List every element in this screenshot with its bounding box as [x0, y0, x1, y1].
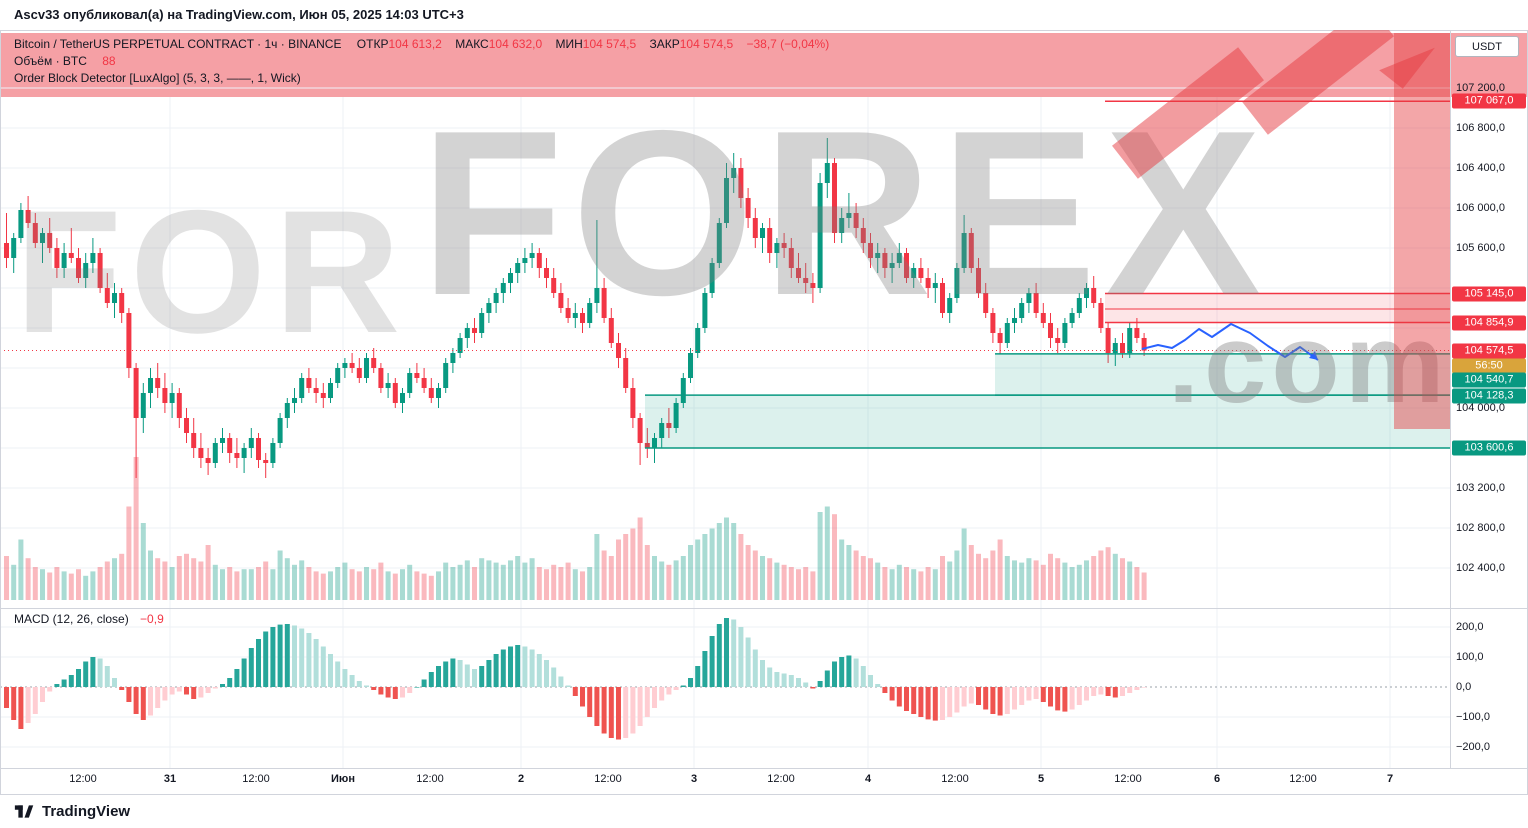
- ohlc-open-value: 104 613,2: [388, 37, 442, 51]
- time-tick: 12:00: [767, 773, 795, 785]
- time-tick: Июн: [331, 773, 355, 785]
- macd-tick: −200,0: [1456, 741, 1490, 753]
- price-tick: 106 400,0: [1456, 162, 1505, 174]
- price-tick: 102 800,0: [1456, 522, 1505, 534]
- ohlc-low-value: 104 574,5: [582, 37, 637, 51]
- ohlc-open-label: ОТКР: [356, 37, 389, 51]
- order-block-zones: [0, 100, 1450, 449]
- time-tick: 2: [517, 773, 525, 785]
- price-tick: 103 200,0: [1456, 482, 1505, 494]
- publish-bar: Ascv33 опубликовал(а) на TradingView.com…: [0, 0, 1528, 30]
- change-value: −38,7 (−0,04%): [746, 37, 830, 51]
- symbol-legend-row: Bitcoin / TetherUS PERPETUAL CONTRACT · …: [14, 36, 829, 53]
- footer-bar: TradingView: [0, 795, 1528, 828]
- macd-tick: 0,0: [1456, 681, 1472, 693]
- time-tick: 3: [690, 773, 698, 785]
- ohlc-low-label: МИН: [555, 37, 583, 51]
- macd-tick: −100,0: [1456, 711, 1490, 723]
- symbol-title[interactable]: Bitcoin / TetherUS PERPETUAL CONTRACT · …: [14, 37, 342, 51]
- supply-top-badge: 105 145,0: [1452, 286, 1526, 302]
- time-tick: 6: [1213, 773, 1221, 785]
- volume-title[interactable]: Объём · BTC: [14, 54, 87, 68]
- price-tick: 105 600,0: [1456, 242, 1505, 254]
- macd-histogram: [4, 618, 1147, 740]
- time-tick: 12:00: [941, 773, 969, 785]
- supply-bottom-badge: 104 854,9: [1452, 315, 1526, 331]
- currency-button[interactable]: USDT: [1455, 36, 1519, 57]
- demand-mid-badge: 104 128,3: [1452, 388, 1526, 404]
- tradingview-brand[interactable]: TradingView: [42, 803, 131, 820]
- time-tick: 4: [864, 773, 872, 785]
- time-tick: 12:00: [1114, 773, 1142, 785]
- chart-legend: Bitcoin / TetherUS PERPETUAL CONTRACT · …: [14, 36, 829, 87]
- ohlc-high-label: МАКС: [455, 37, 489, 51]
- volume-legend-row: Объём · BTC 88: [14, 53, 829, 70]
- ohlc-close-label: ЗАКР: [649, 37, 680, 51]
- publish-text: Ascv33 опубликовал(а) на TradingView.com…: [14, 7, 464, 22]
- macd-tick: 100,0: [1456, 651, 1484, 663]
- time-tick: 12:00: [416, 773, 444, 785]
- volume-bars: [4, 457, 1147, 600]
- volume-value: 88: [102, 54, 116, 68]
- tradingview-logo-icon[interactable]: [14, 801, 35, 822]
- demand-bottom-badge: 103 600,6: [1452, 440, 1526, 456]
- macd-tick: 200,0: [1456, 621, 1484, 633]
- ohlc-high-value: 104 632,0: [488, 37, 543, 51]
- time-tick: 5: [1037, 773, 1045, 785]
- time-tick: 7: [1386, 773, 1394, 785]
- price-tick: 106 800,0: [1456, 122, 1505, 134]
- projection-line: [1141, 323, 1319, 361]
- macd-title[interactable]: MACD (12, 26, close): [14, 612, 129, 626]
- indicator-legend-row: Order Block Detector [LuxAlgo] (5, 3, 3,…: [14, 70, 829, 87]
- last-price-badge: 104 574,5: [1452, 343, 1526, 359]
- macd-value: −0,9: [140, 612, 164, 626]
- time-tick: 31: [163, 773, 177, 785]
- time-tick: 12:00: [69, 773, 97, 785]
- indicator-title[interactable]: Order Block Detector [LuxAlgo] (5, 3, 3,…: [14, 71, 301, 85]
- countdown-badge: 56:50: [1452, 358, 1526, 374]
- time-tick: 12:00: [1289, 773, 1317, 785]
- price-tick: 102 400,0: [1456, 562, 1505, 574]
- pane-borders: [0, 30, 1528, 795]
- time-tick: 12:00: [242, 773, 270, 785]
- level-badge-107067: 107 067,0: [1452, 93, 1526, 109]
- demand-top-badge: 104 540,7: [1452, 372, 1526, 388]
- candles: [4, 138, 1147, 478]
- ohlc-close-value: 104 574,5: [679, 37, 734, 51]
- price-tick: 107 200,0: [1456, 82, 1505, 94]
- time-tick: 12:00: [594, 773, 622, 785]
- price-tick: 106 000,0: [1456, 202, 1505, 214]
- price-tick: 104 000,0: [1456, 402, 1505, 414]
- macd-legend-row: MACD (12, 26, close) −0,9: [14, 612, 164, 626]
